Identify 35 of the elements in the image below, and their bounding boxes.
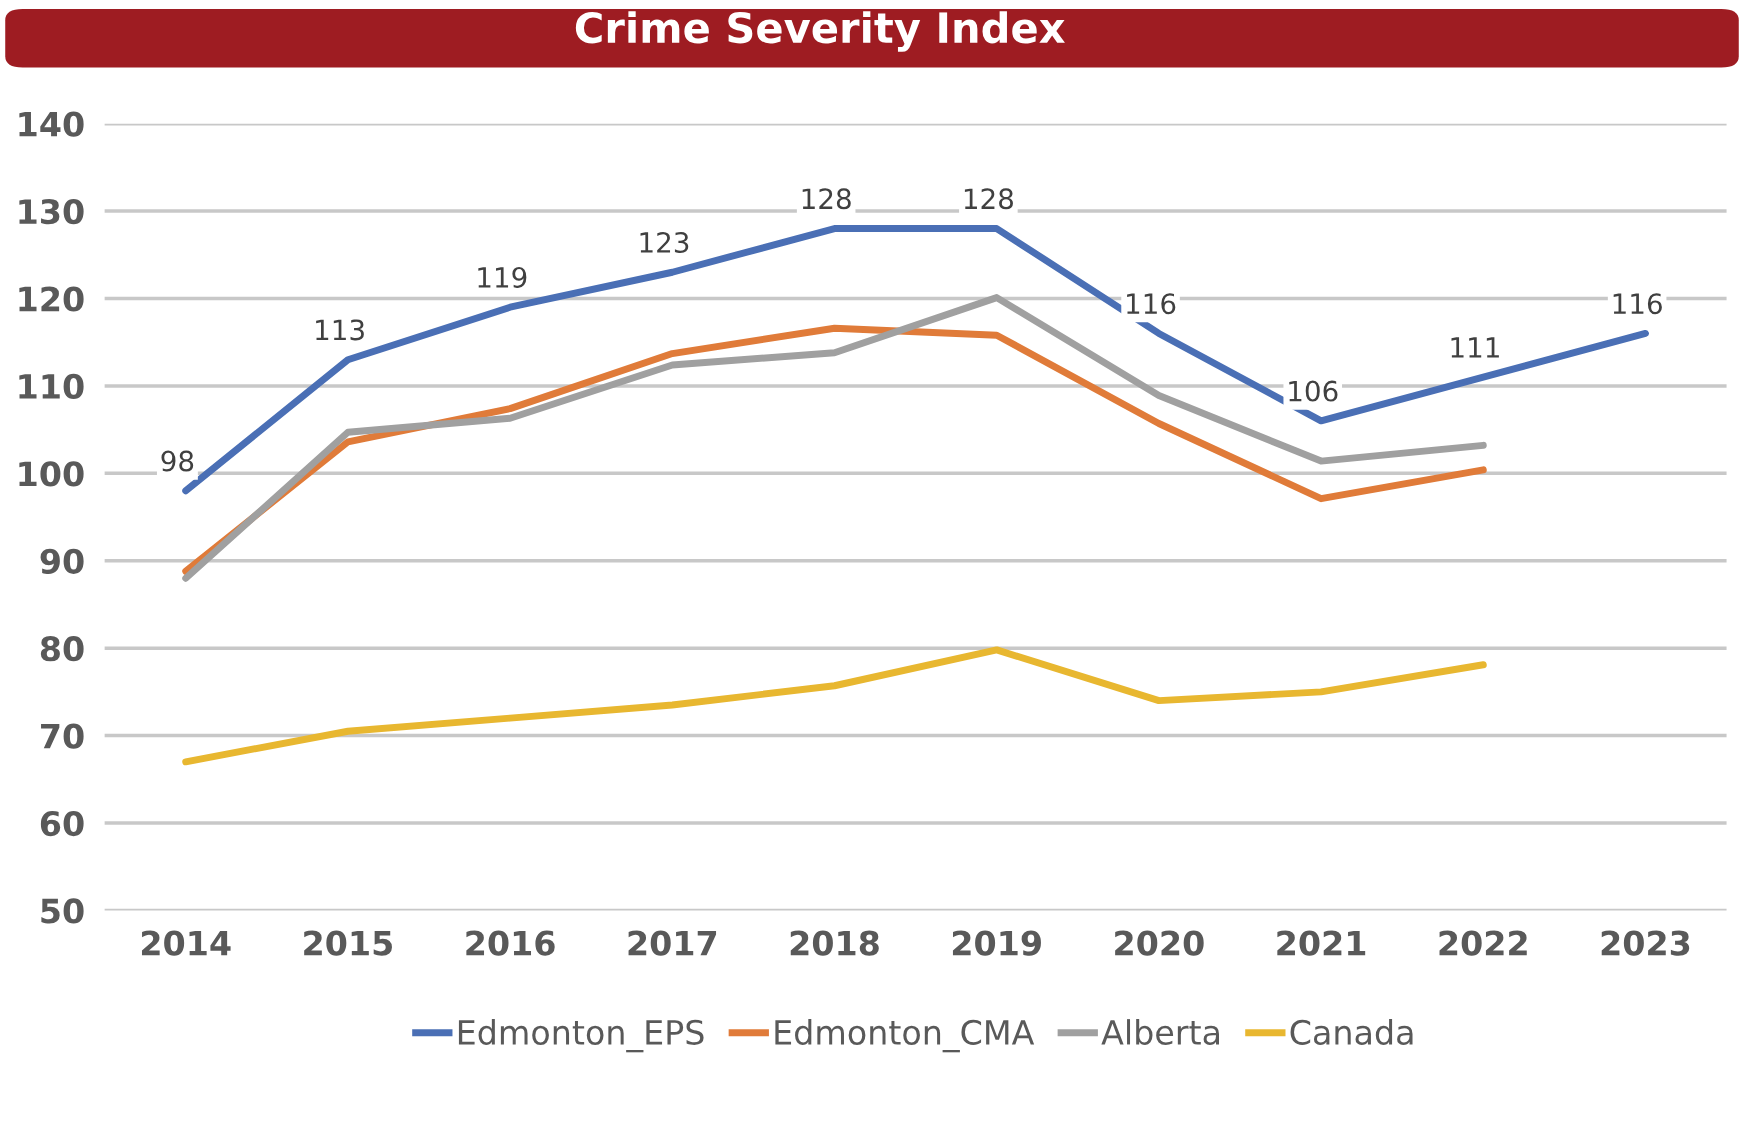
data-label: 119 [478, 266, 527, 288]
data-label: 113 [316, 319, 364, 341]
data-label: 116 [1127, 293, 1176, 315]
data-label: 128 [964, 188, 1013, 210]
x-tick-label: 2023 [1601, 930, 1690, 956]
y-tick-label: 110 [19, 373, 84, 400]
x-tick-label: 2014 [141, 930, 231, 956]
x-tick-label: 2022 [1439, 930, 1527, 956]
x-tick-label: 2015 [304, 930, 392, 956]
legend-label: Alberta [1101, 1019, 1219, 1045]
x-tick-label: 2016 [466, 930, 555, 956]
x-tick-label: 2018 [790, 930, 879, 956]
data-label: 116 [1613, 293, 1662, 315]
data-label: 111 [1451, 337, 1499, 358]
legend-label: Canada [1290, 1019, 1413, 1045]
y-tick-label: 140 [19, 111, 84, 137]
y-tick-label: 130 [19, 198, 84, 225]
data-label: 106 [1289, 380, 1338, 402]
chart-title: Crime Severity Index [575, 11, 1065, 52]
y-tick-label: 70 [41, 723, 84, 749]
x-tick-label: 2021 [1277, 930, 1366, 956]
y-tick-label: 50 [41, 898, 84, 924]
y-tick-label: 120 [19, 286, 84, 312]
y-tick-label: 90 [40, 548, 84, 574]
legend-label: Edmonton_CMA [775, 1019, 1035, 1053]
legend-label: Edmonton_EPS [458, 1019, 704, 1053]
y-tick-label: 100 [19, 461, 84, 487]
y-tick-label: 80 [40, 636, 84, 662]
x-tick-label: 2019 [952, 930, 1041, 956]
x-tick-label: 2020 [1115, 930, 1204, 956]
x-tick-label: 2017 [628, 930, 717, 956]
data-label: 98 [161, 450, 194, 472]
data-label: 128 [802, 188, 851, 210]
y-tick-label: 60 [40, 810, 84, 837]
data-label: 123 [640, 231, 689, 253]
